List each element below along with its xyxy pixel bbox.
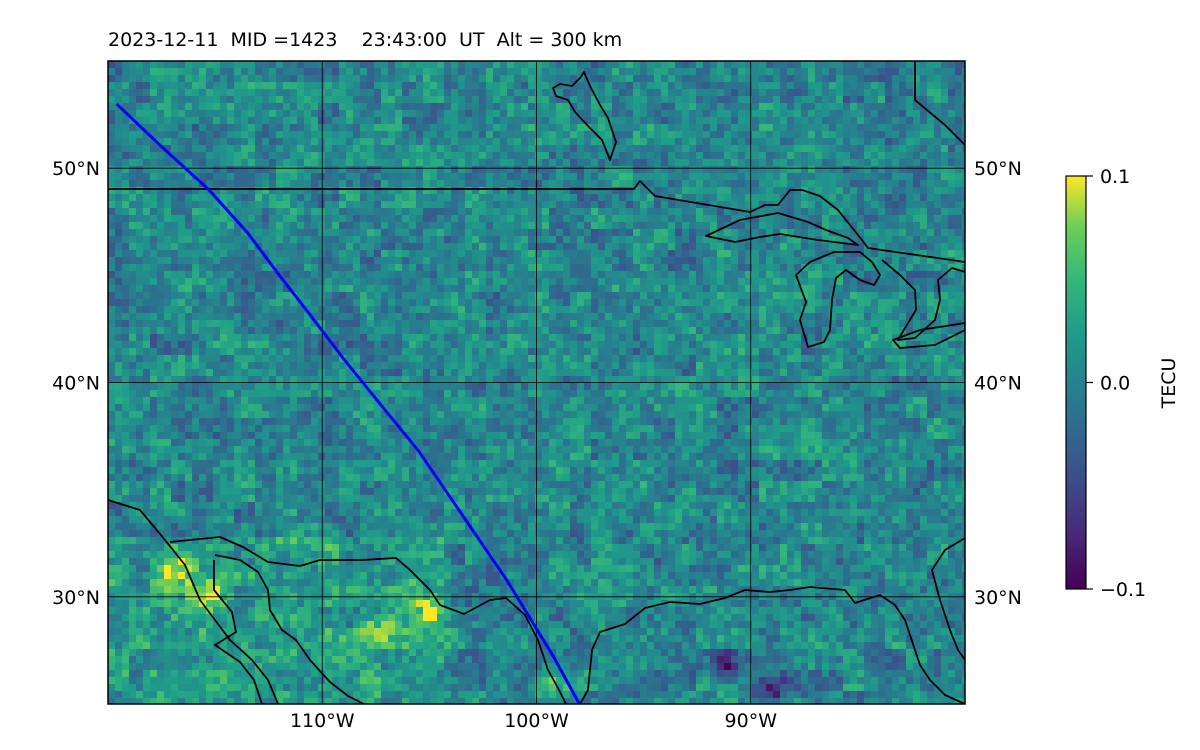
- map-gridlines: [108, 61, 965, 704]
- colorbar-tick-label: 0.0: [1100, 373, 1130, 395]
- lat-tick-label: 30°N: [52, 587, 100, 609]
- satellite-track: [115, 102, 581, 704]
- colorbar: 0.1 0.0 −0.1 TECU: [1065, 166, 1180, 601]
- colorbar-ticks: 0.1 0.0 −0.1: [1086, 166, 1146, 601]
- colorbar-tick-label: 0.1: [1100, 166, 1130, 188]
- map-title: 2023-12-11 MID =1423 23:43:00 UT Alt = 3…: [108, 29, 623, 51]
- lat-tick-label: 40°N: [974, 373, 1022, 395]
- map-frame: [107, 60, 966, 705]
- tec-field: [108, 61, 965, 704]
- lon-tick-label: 90°W: [725, 710, 778, 732]
- colorbar-label: TECU: [1158, 358, 1180, 410]
- colorbar-gradient: [1065, 175, 1087, 590]
- lat-tick-label: 50°N: [52, 158, 100, 180]
- longitude-labels: 110°W 100°W 90°W: [290, 710, 777, 732]
- lat-tick-label: 30°N: [974, 587, 1022, 609]
- latitude-labels: 30°N 30°N 40°N 40°N 50°N 50°N: [52, 158, 1022, 609]
- lon-tick-label: 110°W: [290, 710, 355, 732]
- lat-tick-label: 40°N: [52, 373, 100, 395]
- lon-tick-label: 100°W: [504, 710, 569, 732]
- colorbar-tick-label: −0.1: [1100, 579, 1146, 601]
- coastlines: [108, 61, 965, 704]
- lat-tick-label: 50°N: [974, 158, 1022, 180]
